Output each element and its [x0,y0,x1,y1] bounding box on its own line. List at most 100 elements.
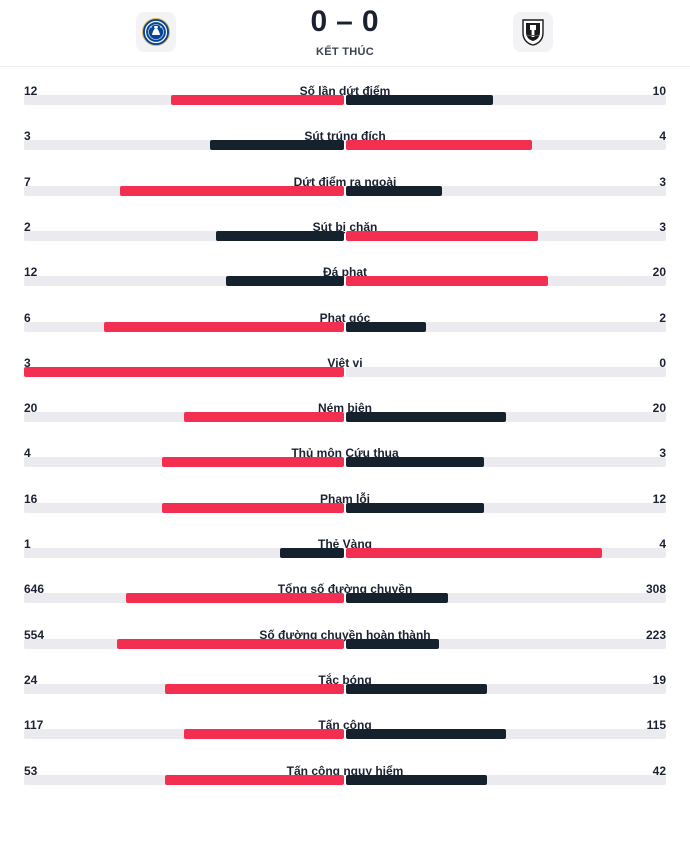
stat-label: Tổng số đường chuyền [277,582,413,597]
away-stat-bar-track [346,95,666,105]
away-stat-bar-track [346,502,666,513]
away-stat-value: 115 [646,718,666,733]
stat-label: Tấn công [318,718,372,733]
away-stat-bar [346,140,532,151]
home-stat-bar-track [24,593,344,604]
away-stat-bar-track [346,729,666,740]
home-stat-value: 53 [24,763,38,778]
home-stat-bar-track [24,185,344,196]
away-stat-bar [346,638,439,649]
away-stat-bar [346,593,449,604]
home-stat-bar [171,95,344,105]
home-stat-value: 16 [24,491,38,506]
away-stat-value: 4 [659,537,666,551]
away-stat-bar [346,457,484,468]
stat-row: 12 Đá phạt 20 [0,264,690,304]
away-stat-value: 3 [659,174,666,189]
home-stat-bar-track [24,95,344,105]
stat-row: 3 Việt vị 0 [0,355,690,395]
away-stat-value: 308 [645,582,666,597]
match-status: KẾT THÚC [315,46,374,58]
away-stat-value: 4 [659,129,666,144]
stat-row: 4 Thủ môn Cứu thua 3 [0,445,690,485]
stat-label: Đá phạt [322,265,367,280]
home-stat-value: 3 [24,129,31,144]
home-stat-value: 4 [24,446,31,461]
home-stat-value: 3 [24,355,31,370]
stat-label: Phạm lỗi [319,491,370,506]
stat-row: 53 Tấn công nguy hiểm 42 [0,763,690,803]
home-stat-bar-track [24,502,344,513]
away-stat-bar-track [346,683,666,694]
away-stat-value: 10 [652,84,666,98]
stat-row: 554 Số đường chuyền hoàn thành 223 [0,627,690,667]
home-stat-bar [164,774,344,785]
away-team-crest[interactable] [513,12,553,52]
away-stat-bar [346,276,548,287]
home-stat-value: 117 [24,718,44,733]
stat-row: 6 Phạt góc 2 [0,310,690,350]
match-header: 0–0 KẾT THÚC [0,0,690,67]
away-stat-bar [346,185,442,196]
stat-row: 24 Tắc bóng 19 [0,672,690,712]
home-stat-bar [216,230,344,241]
away-stat-bar-track [346,230,666,241]
stat-label: Thủ môn Cứu thua [291,446,399,461]
home-stat-bar [126,593,344,604]
stat-label: Sút bị chặn [312,219,378,234]
score-separator: – [336,5,354,38]
stat-label: Dứt điểm ra ngoài [293,174,397,189]
stat-row: 12 Số lần dứt điểm 10 [0,83,690,123]
home-stat-bar [209,140,344,151]
stat-label: Số đường chuyền hoàn thành [259,627,431,642]
stat-row: 16 Phạm lỗi 12 [0,491,690,531]
home-stat-bar [161,502,344,513]
home-stat-bar-track [24,548,344,558]
home-stat-value: 12 [24,84,38,98]
away-stat-bar-track [346,412,666,423]
away-stat-value: 223 [645,627,666,642]
stat-row: 2 Sút bị chặn 3 [0,219,690,259]
home-stat-value: 554 [24,627,45,642]
away-stat-bar-track [346,774,666,785]
home-stat-bar-track [24,638,344,649]
home-stat-value: 6 [24,310,31,325]
away-stat-value: 3 [659,219,666,234]
home-stat-bar [184,729,344,740]
home-stat-bar [164,683,344,694]
home-score: 0 [310,5,329,38]
stat-label: Sút trúng đích [304,129,386,144]
away-stat-value: 20 [652,401,666,416]
stat-row: 1 Thẻ Vàng 4 [0,536,690,576]
home-stat-bar-track [24,457,344,468]
home-stat-bar [116,638,344,649]
home-stat-bar [24,366,344,377]
away-stat-bar-track [346,321,666,332]
away-stat-bar [346,729,506,740]
away-stat-bar [346,230,538,241]
home-stat-bar [120,185,344,196]
away-score: 0 [361,5,380,38]
away-stat-bar-track [346,638,666,649]
home-stat-bar [225,276,344,287]
away-stat-bar [346,95,494,105]
home-stat-bar [280,548,344,558]
stat-label: Thẻ Vàng [317,537,372,551]
stat-row: 20 Ném biên 20 [0,400,690,440]
stat-label: Ném biên [317,401,372,416]
stat-row: 3 Sút trúng đích 4 [0,128,690,168]
away-stat-value: 20 [652,265,666,280]
home-stat-value: 2 [24,219,31,234]
home-stat-value: 7 [24,174,31,189]
away-stat-value: 2 [659,310,666,325]
home-stat-bar-track [24,321,344,332]
home-stat-value: 1 [24,537,31,551]
home-team-crest[interactable] [136,12,176,52]
home-stat-bar-track [24,683,344,694]
away-stat-bar-track [346,593,666,604]
home-stat-bar [161,457,344,468]
away-stat-bar [346,683,487,694]
away-stat-value: 0 [659,355,666,370]
home-stat-bar-track [24,412,344,423]
score: 0–0 [0,6,690,38]
